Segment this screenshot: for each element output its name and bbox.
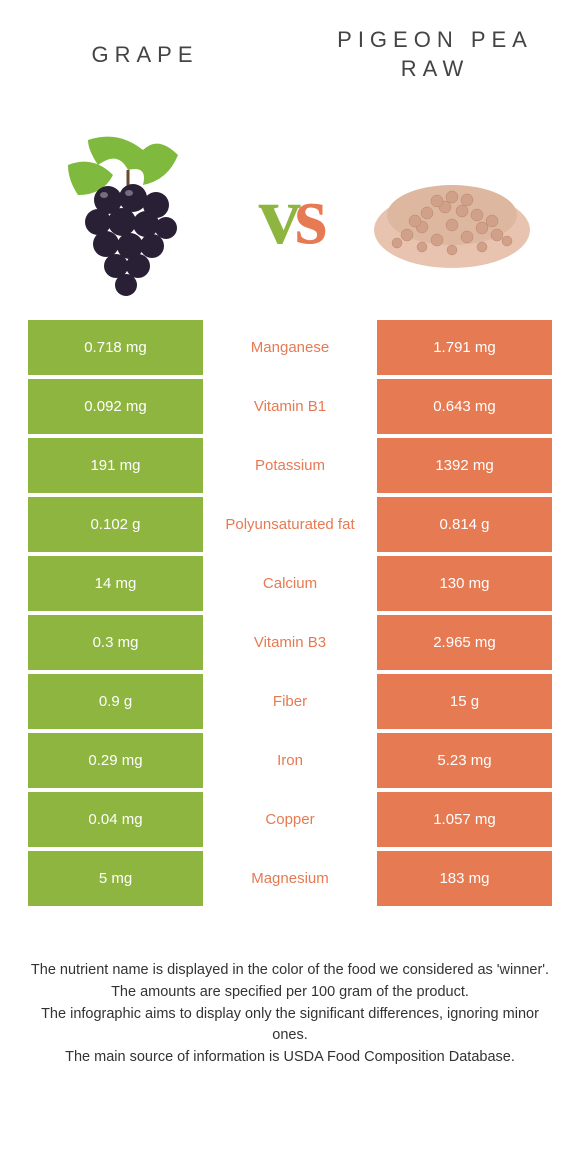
- nutrient-name: Manganese: [203, 320, 377, 375]
- nutrient-name: Magnesium: [203, 851, 377, 906]
- pigeon-pea-image: [367, 130, 537, 300]
- footer-notes: The nutrient name is displayed in the co…: [0, 910, 580, 1069]
- table-row: 0.092 mgVitamin B10.643 mg: [28, 379, 552, 434]
- table-row: 14 mgCalcium130 mg: [28, 556, 552, 611]
- grape-image: [43, 130, 213, 300]
- table-row: 191 mgPotassium1392 mg: [28, 438, 552, 493]
- nutrient-name: Polyunsaturated fat: [203, 497, 377, 552]
- nutrient-name: Iron: [203, 733, 377, 788]
- value-left: 5 mg: [28, 851, 203, 906]
- nutrient-table: 0.718 mgManganese1.791 mg0.092 mgVitamin…: [0, 320, 580, 906]
- table-row: 0.29 mgIron5.23 mg: [28, 733, 552, 788]
- value-right: 1.057 mg: [377, 792, 552, 847]
- nutrient-name: Potassium: [203, 438, 377, 493]
- nutrient-name: Calcium: [203, 556, 377, 611]
- value-right: 5.23 mg: [377, 733, 552, 788]
- value-left: 0.29 mg: [28, 733, 203, 788]
- nutrient-name: Vitamin B1: [203, 379, 377, 434]
- table-row: 0.3 mgVitamin B32.965 mg: [28, 615, 552, 670]
- value-left: 14 mg: [28, 556, 203, 611]
- table-row: 0.102 gPolyunsaturated fat0.814 g: [28, 497, 552, 552]
- table-row: 0.9 gFiber15 g: [28, 674, 552, 729]
- value-right: 0.643 mg: [377, 379, 552, 434]
- header-right-line1: PIGEON PEA: [337, 27, 533, 52]
- nutrient-name: Copper: [203, 792, 377, 847]
- value-left: 0.9 g: [28, 674, 203, 729]
- value-left: 0.092 mg: [28, 379, 203, 434]
- value-right: 1.791 mg: [377, 320, 552, 375]
- footer-line-1: The nutrient name is displayed in the co…: [30, 960, 550, 982]
- footer-line-3: The infographic aims to display only the…: [30, 1004, 550, 1048]
- value-left: 0.102 g: [28, 497, 203, 552]
- table-row: 0.718 mgManganese1.791 mg: [28, 320, 552, 375]
- value-left: 0.3 mg: [28, 615, 203, 670]
- header: GRAPE PIGEON PEA RAW: [0, 0, 580, 110]
- nutrient-name: Fiber: [203, 674, 377, 729]
- table-row: 5 mgMagnesium183 mg: [28, 851, 552, 906]
- table-row: 0.04 mgCopper1.057 mg: [28, 792, 552, 847]
- header-right-line2: RAW: [401, 56, 470, 81]
- value-right: 183 mg: [377, 851, 552, 906]
- value-left: 0.04 mg: [28, 792, 203, 847]
- vs-label: vs: [259, 167, 322, 264]
- hero-row: vs: [0, 110, 580, 320]
- value-left: 0.718 mg: [28, 320, 203, 375]
- footer-line-2: The amounts are specified per 100 gram o…: [30, 982, 550, 1004]
- header-left: GRAPE: [0, 41, 290, 70]
- nutrient-name: Vitamin B3: [203, 615, 377, 670]
- value-right: 2.965 mg: [377, 615, 552, 670]
- value-right: 15 g: [377, 674, 552, 729]
- value-right: 1392 mg: [377, 438, 552, 493]
- value-left: 191 mg: [28, 438, 203, 493]
- footer-line-4: The main source of information is USDA F…: [30, 1047, 550, 1069]
- value-right: 130 mg: [377, 556, 552, 611]
- value-right: 0.814 g: [377, 497, 552, 552]
- header-right: PIGEON PEA RAW: [290, 26, 580, 83]
